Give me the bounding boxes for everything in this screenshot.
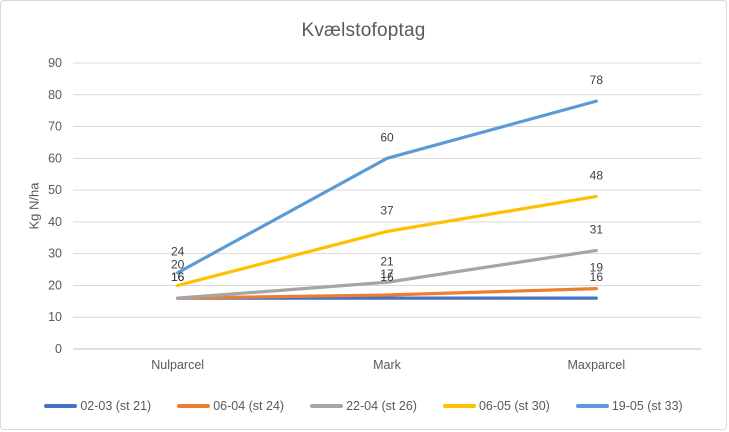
y-tick-label: 10 [48, 310, 62, 324]
series-line [176, 248, 598, 300]
y-tick-label: 40 [48, 215, 62, 229]
data-label: 16 [171, 270, 185, 284]
legend-swatch-icon [310, 404, 344, 408]
legend-swatch-icon [442, 404, 476, 408]
series-line [176, 99, 598, 275]
legend-swatch-icon [177, 404, 211, 408]
y-tick-label: 20 [48, 278, 62, 292]
data-label: 31 [590, 222, 604, 236]
y-tick-label: 30 [48, 247, 62, 261]
data-label: 16 [171, 270, 185, 284]
data-label: 21 [380, 254, 394, 268]
y-tick-label: 90 [48, 56, 62, 70]
y-tick-label: 80 [48, 88, 62, 102]
data-label: 16 [380, 270, 394, 284]
legend-item-label: 06-04 (st 24) [213, 399, 285, 413]
legend-item: 19-05 (st 33) [575, 399, 683, 413]
y-tick-label: 50 [48, 183, 62, 197]
data-label: 20 [171, 257, 185, 271]
legend-item: 22-04 (st 26) [310, 399, 417, 413]
chart-title: Kvælstofoptag [301, 20, 426, 41]
data-label: 60 [380, 130, 394, 144]
legend-item-label: 19-05 (st 33) [611, 399, 683, 413]
data-label: 17 [380, 267, 394, 281]
legend-item-label: 02-03 (st 21) [80, 399, 152, 413]
x-category-label: Maxparcel [567, 358, 625, 372]
data-label: 24 [171, 245, 185, 259]
legend-item-label: 22-04 (st 26) [346, 399, 417, 413]
data-label: 37 [380, 203, 394, 217]
legend-swatch-icon [44, 404, 78, 408]
y-tick-label: 60 [48, 151, 62, 165]
legend-item: 02-03 (st 21) [44, 399, 151, 413]
y-tick-label: 0 [55, 342, 62, 356]
x-category-label: Nulparcel [151, 358, 204, 372]
legend-item-label: 06-05 (st 30) [478, 399, 550, 413]
legend: 02-03 (st 21) 06-04 (st 24) 22-04 (st 26) 0… [1, 399, 726, 413]
legend-item: 06-05 (st 30) [442, 399, 550, 413]
y-axis-title: Kg N/ha [26, 182, 42, 230]
data-label: 19 [590, 261, 604, 275]
legend-swatch-icon [575, 404, 609, 408]
series-line [176, 194, 598, 288]
data-label: 78 [590, 73, 604, 87]
y-tick-label: 70 [48, 120, 62, 134]
series-line [176, 287, 598, 300]
data-label: 16 [171, 270, 185, 284]
data-label: 48 [590, 168, 604, 182]
data-label: 16 [590, 270, 604, 284]
x-category-label: Mark [373, 358, 402, 372]
legend-item: 06-04 (st 24) [177, 399, 284, 413]
